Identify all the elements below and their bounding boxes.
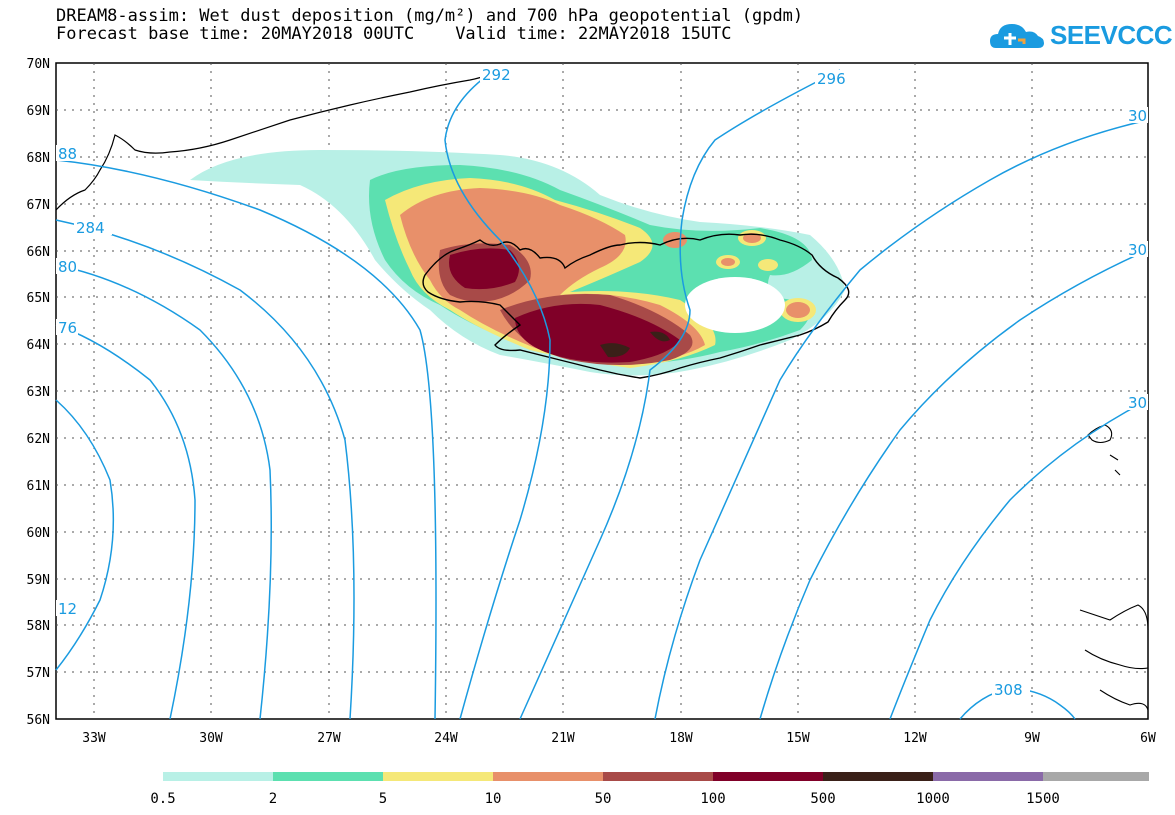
lat-label: 59N (27, 573, 50, 588)
forecast-base-time: Forecast base time: 20MAY2018 00UTC (56, 24, 415, 44)
contour-line (55, 324, 196, 720)
contour-label: 292 (482, 66, 511, 84)
color-legend: 0.5 2 5 10 50 100 500 1000 1500 (150, 772, 1149, 807)
lon-label: 24W (434, 731, 458, 746)
legend-label: 1000 (916, 791, 950, 807)
faroe-islands (1087, 424, 1121, 476)
legend-swatch (273, 772, 383, 781)
contour-label: 284 (76, 219, 105, 237)
legend-label: 50 (595, 791, 612, 807)
contour-line (55, 264, 272, 720)
lat-label: 60N (27, 526, 50, 541)
legend-label: 10 (485, 791, 502, 807)
contour-line (444, 69, 551, 720)
contour-line (55, 159, 437, 720)
contour-line (55, 219, 355, 720)
lon-label: 6W (1140, 731, 1156, 746)
contour-label: 308 (994, 681, 1023, 699)
lon-label: 30W (199, 731, 223, 746)
latitude-labels: 70N 69N 68N 67N 66N 65N 64N 63N 62N 61N … (27, 57, 50, 728)
valid-time: Valid time: 22MAY2018 15UTC (455, 24, 732, 44)
longitude-labels: 33W 30W 27W 24W 21W 18W 15W 12W 9W 6W (82, 731, 1156, 746)
legend-swatch (933, 772, 1043, 781)
legend-swatch (1043, 772, 1149, 781)
lat-label: 58N (27, 619, 50, 634)
legend-swatch (713, 772, 823, 781)
lat-label: 70N (27, 57, 50, 72)
contour-label: 12 (58, 600, 77, 618)
contour-label: 30 (1128, 241, 1147, 259)
contour-label: 88 (58, 145, 77, 163)
legend-label: 500 (810, 791, 835, 807)
legend-label: 2 (269, 791, 277, 807)
lat-label: 68N (27, 151, 50, 166)
lon-label: 15W (786, 731, 810, 746)
map-subtitle: Forecast base time: 20MAY2018 00UTC Vali… (56, 24, 732, 44)
lat-label: 61N (27, 479, 50, 494)
lon-label: 33W (82, 731, 106, 746)
lon-label: 12W (903, 731, 927, 746)
map-title: DREAM8-assim: Wet dust deposition (mg/m²… (56, 6, 804, 26)
contour-labels: 88 284 80 76 12 292 296 30 30 30 308 (56, 66, 1148, 699)
contour-line (519, 69, 841, 720)
lon-label: 27W (317, 731, 341, 746)
lat-label: 62N (27, 432, 50, 447)
legend-label: 1500 (1026, 791, 1060, 807)
contour-label: 30 (1128, 107, 1147, 125)
logo-text: SEEVCCC (1050, 20, 1173, 50)
cloud-logo-icon (990, 24, 1044, 48)
legend-swatch (163, 772, 273, 781)
legend-swatch (823, 772, 933, 781)
scotland-coastline (1079, 604, 1149, 711)
deposition-layer-100 (449, 248, 680, 363)
clear-area (685, 277, 785, 333)
legend-label: 100 (700, 791, 725, 807)
contour-label: 296 (817, 70, 846, 88)
iceland-coastline (422, 233, 850, 379)
lat-label: 64N (27, 338, 50, 353)
lon-label: 21W (551, 731, 575, 746)
legend-swatch (383, 772, 493, 781)
lon-label: 18W (669, 731, 693, 746)
legend-label: 5 (379, 791, 387, 807)
contour-line (959, 687, 1076, 720)
contour-label: 76 (58, 319, 77, 337)
lon-label: 9W (1024, 731, 1040, 746)
legend-label: 0.5 (150, 791, 175, 807)
deposition-layer-500 (600, 331, 670, 358)
lat-label: 57N (27, 666, 50, 681)
contour-label: 30 (1128, 394, 1147, 412)
contour-line (654, 119, 1149, 720)
legend-swatch (603, 772, 713, 781)
lat-label: 56N (27, 713, 50, 728)
legend-swatch (493, 772, 603, 781)
lat-label: 67N (27, 198, 50, 213)
contour-line (759, 249, 1149, 720)
contour-line (889, 399, 1149, 720)
contour-label: 80 (58, 258, 77, 276)
greenland-coastline (55, 67, 501, 211)
contour-line (55, 399, 115, 671)
geopotential-contours (55, 69, 1149, 720)
lat-label: 66N (27, 245, 50, 260)
lat-label: 63N (27, 385, 50, 400)
lat-label: 65N (27, 291, 50, 306)
lat-label: 69N (27, 104, 50, 119)
